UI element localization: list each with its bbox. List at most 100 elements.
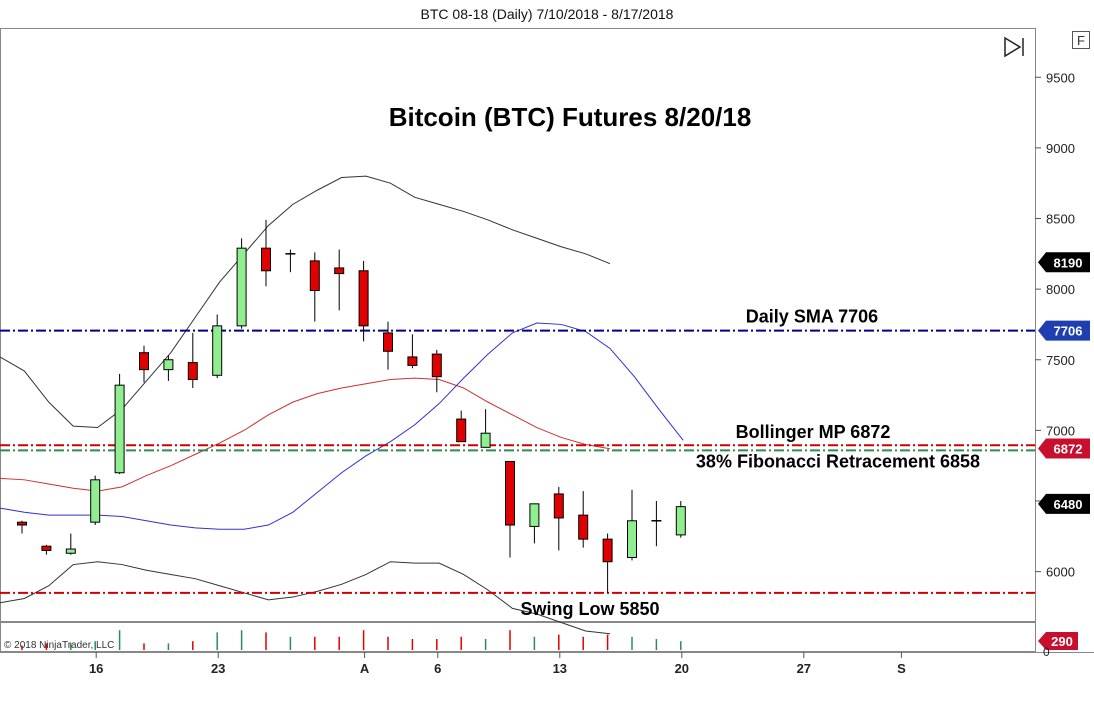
candle: [139, 345, 149, 383]
panel-toggle-button[interactable]: [1072, 31, 1090, 49]
candle: [285, 249, 296, 273]
volume-tag-shape: [1038, 632, 1078, 650]
candle-body: [163, 359, 174, 371]
candle: [187, 332, 198, 388]
candle-body: [114, 384, 125, 474]
volume-panel: [0, 622, 1036, 652]
bollinger-middle-line: [0, 377, 611, 492]
candle-body: [480, 432, 491, 448]
x-tick-label: 6: [434, 661, 441, 676]
bollinger-lower-line: [0, 561, 611, 635]
candle: [578, 491, 589, 548]
copyright-text: © 2018 NinjaTrader, LLC: [4, 640, 114, 651]
level-label: Daily SMA 7706: [746, 307, 878, 327]
candle-body: [261, 247, 271, 272]
panel-toggle-label: F: [1077, 33, 1085, 48]
candle: [529, 503, 540, 544]
y-tick-label: 7000: [1046, 423, 1075, 438]
y-tick-label: 8000: [1046, 282, 1075, 297]
scroll-to-end-icon[interactable]: [1004, 36, 1024, 58]
candle: [114, 373, 125, 475]
y-tick-label: 6000: [1046, 565, 1075, 580]
volume-layer: [21, 630, 682, 650]
candle: [41, 544, 52, 555]
candle: [309, 252, 320, 322]
candle-body: [602, 538, 613, 563]
candle-body: [139, 352, 149, 371]
candle-body: [65, 548, 76, 554]
candle-body: [431, 353, 442, 378]
candle-body: [627, 520, 637, 558]
indicator-layer: [0, 175, 684, 635]
candle-body: [187, 362, 198, 381]
candle: [212, 314, 223, 379]
x-tick-label: 13: [553, 661, 567, 676]
candle-body: [309, 260, 320, 292]
candle: [407, 334, 418, 369]
candle: [505, 460, 515, 558]
candle: [456, 410, 467, 443]
x-tick-label: 20: [675, 661, 689, 676]
window-title: BTC 08-18 (Daily) 7/10/2018 - 8/17/2018: [420, 6, 674, 22]
candle: [602, 533, 613, 593]
candle-body: [358, 270, 369, 327]
price-tag-bollinger-shape: [1038, 438, 1090, 459]
candle: [65, 533, 76, 555]
candle: [90, 475, 101, 526]
candle-body: [553, 493, 564, 519]
candle: [553, 486, 564, 551]
volume-zero-label: 0: [1043, 645, 1050, 659]
candle: [236, 238, 247, 329]
candle-body: [578, 514, 589, 540]
bollinger-upper-line: [0, 175, 611, 429]
candle-body: [407, 356, 418, 366]
price-tag-6480: 6480: [1038, 493, 1090, 514]
candle-body: [334, 267, 345, 275]
price-tag-sma-shape: [1038, 320, 1090, 341]
price-tag-6480-shape: [1038, 493, 1090, 514]
candle: [334, 249, 345, 311]
chart-canvas: 600065007000750080008500900095001623A613…: [0, 28, 1094, 676]
sma-line: [0, 322, 684, 530]
y-tick-label: 9500: [1046, 70, 1075, 85]
y-tick-label: 8500: [1046, 212, 1075, 227]
candle: [261, 219, 271, 287]
chart-title: Bitcoin (BTC) Futures 8/20/18: [389, 102, 752, 132]
price-tag-bollinger: 6872: [1038, 438, 1090, 459]
candle-body: [456, 418, 467, 443]
x-tick-label: 27: [797, 661, 811, 676]
candle: [627, 489, 637, 561]
candle-body: [529, 503, 540, 527]
y-tick-label: 7500: [1046, 353, 1075, 368]
candle: [480, 409, 491, 448]
level-label: 38% Fibonacci Retracement 6858: [696, 451, 980, 471]
candle-body: [90, 479, 101, 523]
candle-body: [41, 545, 52, 551]
candle-body: [505, 460, 515, 526]
level-label: Swing Low 5850: [520, 599, 659, 619]
levels-layer: Daily SMA 7706 Bollinger MP 6872 38% Fibon…: [0, 307, 1035, 619]
candle: [358, 260, 369, 342]
y-tick-label: 9000: [1046, 141, 1075, 156]
candle: [651, 501, 662, 547]
x-tick-label: 16: [89, 661, 103, 676]
price-tag-8190: 8190: [1038, 252, 1090, 273]
candles-layer: [17, 219, 686, 593]
candle-body: [212, 325, 223, 376]
candle: [163, 355, 174, 381]
price-tag-8190-text: 8190: [1054, 255, 1083, 270]
level-label: Bollinger MP 6872: [736, 422, 891, 442]
price-tag-sma-text: 7706: [1054, 324, 1083, 339]
price-tag-8190-shape: [1038, 252, 1090, 273]
candle-body: [236, 247, 247, 327]
candle: [383, 321, 393, 370]
candle: [431, 349, 442, 393]
candle: [675, 501, 686, 538]
x-tick-label: S: [897, 661, 906, 676]
x-tick-label: 23: [211, 661, 225, 676]
candle: [17, 520, 27, 534]
price-panel: [0, 28, 1036, 622]
